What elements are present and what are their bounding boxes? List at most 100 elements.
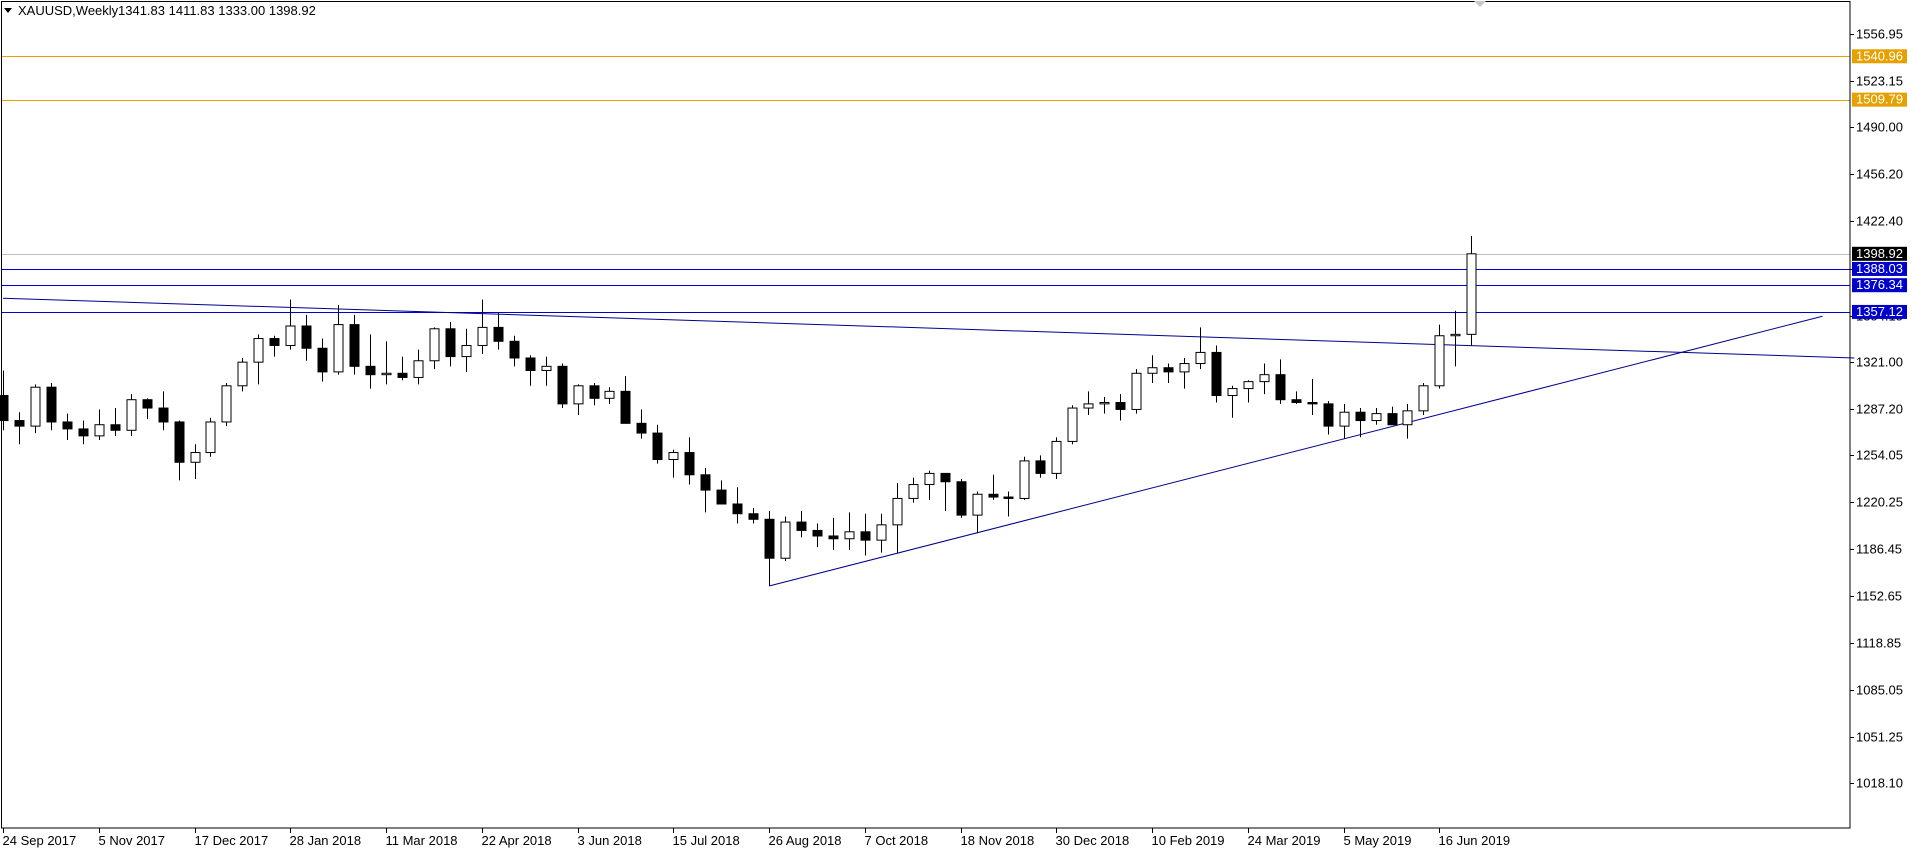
candle	[14, 412, 25, 445]
candle-body-bull	[541, 365, 552, 372]
y-tick-label: 1186.45	[1856, 542, 1902, 557]
candle	[1131, 369, 1142, 414]
candle	[573, 384, 584, 415]
candle-body-bull	[190, 452, 201, 463]
candle	[1051, 437, 1062, 479]
candle-body-bear	[860, 531, 871, 541]
candle	[525, 355, 536, 386]
candle	[237, 357, 248, 392]
trendline-2[interactable]	[768, 315, 1823, 587]
candle-body-bull	[1371, 413, 1382, 422]
candle	[253, 334, 264, 385]
candle	[285, 299, 296, 350]
chart-shift-marker-icon[interactable]	[1474, 1, 1486, 7]
candle-body-bull	[1051, 440, 1062, 474]
candle-body-bull	[844, 531, 855, 540]
candle	[1019, 456, 1030, 500]
candle	[1418, 383, 1429, 415]
candle-body-bear	[828, 535, 839, 540]
candles-layer	[0, 235, 1477, 587]
candle	[892, 483, 903, 553]
price-label-text: 1376.34	[1856, 277, 1903, 292]
candle-body-bear	[652, 432, 663, 460]
candle-body-bull	[1466, 253, 1477, 335]
candle	[652, 424, 663, 464]
candle	[876, 513, 887, 553]
y-tick-label: 1456.20	[1856, 167, 1903, 182]
price-label-bg	[1852, 246, 1907, 261]
candle-body-bear	[620, 390, 631, 424]
candle-body-bear	[1115, 401, 1126, 410]
candle	[1211, 345, 1222, 403]
candle	[908, 477, 919, 503]
y-tick-label: 1085.05	[1856, 683, 1903, 698]
candle-body-bear	[1035, 460, 1046, 474]
candle	[1227, 385, 1238, 418]
candle-body-bull	[924, 472, 935, 486]
price-label-bg	[1852, 92, 1907, 107]
dropdown-triangle-icon[interactable]	[4, 8, 12, 13]
candle	[860, 513, 871, 556]
candle-body-bull	[1019, 460, 1030, 499]
candle-body-bull	[668, 452, 679, 460]
x-tick-label: 5 May 2019	[1344, 833, 1412, 848]
candle-body-bull	[94, 424, 105, 437]
candle-body-bear	[365, 365, 376, 376]
candle-body-bear	[0, 395, 9, 422]
price-label-text: 1357.12	[1856, 304, 1903, 319]
trendline-1[interactable]	[2, 297, 1855, 359]
candle-body-bull	[381, 372, 392, 376]
x-tick-label: 15 Jul 2018	[673, 833, 740, 848]
candle	[413, 349, 424, 385]
candle	[190, 444, 201, 479]
candle	[493, 312, 504, 350]
candle	[589, 383, 600, 406]
candle	[205, 417, 216, 457]
candle	[1243, 380, 1254, 403]
candle	[509, 335, 520, 367]
candle-body-bear	[956, 481, 967, 516]
candle	[1355, 408, 1366, 438]
candle-body-bull	[1418, 385, 1429, 412]
candle-body-bull	[1450, 333, 1461, 337]
x-tick-label: 3 Jun 2018	[578, 833, 642, 848]
candle-body-bear	[301, 325, 312, 349]
candle-body-bull	[1131, 372, 1142, 410]
candle	[1275, 359, 1286, 404]
candle	[126, 394, 137, 436]
candle	[764, 510, 775, 587]
candle-body-bear	[1307, 401, 1318, 405]
price-label-bg	[1852, 278, 1907, 293]
candle-body-bull	[1402, 410, 1413, 426]
candle	[620, 376, 631, 424]
symbol-title: XAUUSD,Weekly	[18, 3, 119, 18]
x-tick-label: 16 Jun 2019	[1439, 833, 1511, 848]
candle-body-bull	[30, 386, 41, 427]
candle	[636, 409, 647, 439]
chart-header: XAUUSD,Weekly 1341.83 1411.83 1333.00 13…	[4, 3, 316, 18]
candle-body-bear	[700, 474, 711, 491]
candle-body-bear	[716, 489, 727, 505]
candle-body-bull	[780, 521, 791, 559]
candle	[972, 491, 983, 534]
chart-frame	[1, 1, 1851, 829]
candle	[924, 470, 935, 500]
candle-body-bear	[174, 421, 185, 463]
x-tick-label: 30 Dec 2018	[1056, 833, 1130, 848]
candle	[1466, 235, 1477, 346]
candle	[381, 341, 392, 385]
time-axis[interactable]: 24 Sep 2017 5 Nov 2017 17 Dec 2017 28 Jan 2…	[3, 828, 1511, 848]
price-label-text: 1509.79	[1856, 92, 1903, 107]
candle-body-bear	[732, 503, 743, 515]
candle	[1450, 310, 1461, 367]
candle	[940, 472, 951, 511]
candle-body-bear	[397, 372, 408, 378]
candle	[780, 516, 791, 562]
candle-body-bear	[1275, 374, 1286, 401]
candle-body-bull	[126, 399, 137, 431]
candle-body-bear	[1003, 496, 1014, 499]
candle-body-bear	[1387, 413, 1398, 426]
